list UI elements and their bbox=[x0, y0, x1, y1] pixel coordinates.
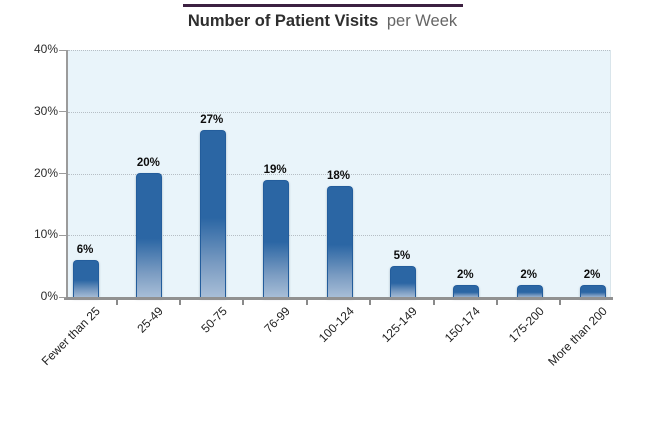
y-axis-tick bbox=[59, 234, 66, 236]
y-axis-tick bbox=[59, 173, 66, 174]
bar-value-label: 20% bbox=[136, 157, 160, 169]
bar-value-label: 2% bbox=[520, 269, 537, 281]
chart-title-main: Number of Patient Visits bbox=[187, 12, 379, 30]
gridline-20% bbox=[68, 173, 610, 175]
bar-value-label: 6% bbox=[76, 244, 94, 256]
bar-175-200 bbox=[516, 285, 543, 298]
y-axis-label: 30% bbox=[33, 103, 58, 118]
x-axis-tick bbox=[432, 300, 435, 305]
y-axis-tick bbox=[59, 111, 66, 113]
bar-76-99 bbox=[263, 180, 290, 298]
bar-More than 200 bbox=[580, 285, 606, 298]
y-axis-tick bbox=[59, 296, 66, 298]
chart-title-suffix: per Week bbox=[386, 12, 458, 30]
x-axis-tick bbox=[369, 300, 372, 305]
x-axis-tick bbox=[115, 300, 118, 305]
bar-value-label: 18% bbox=[326, 170, 351, 182]
y-axis-label: 0% bbox=[40, 289, 58, 303]
bar-125-149 bbox=[389, 266, 416, 298]
bar-value-label: 2% bbox=[456, 269, 474, 281]
y-axis-label: 20% bbox=[33, 165, 58, 180]
bar-100-124 bbox=[326, 186, 353, 298]
bar-value-label: 27% bbox=[200, 114, 224, 126]
bar-value-label: 2% bbox=[583, 269, 601, 281]
y-axis-label: 40% bbox=[33, 42, 58, 56]
x-axis-line bbox=[64, 297, 613, 300]
x-axis-tick bbox=[559, 300, 562, 305]
bar-value-label: 19% bbox=[263, 164, 287, 176]
bar-value-label: 5% bbox=[393, 250, 411, 262]
y-axis-line bbox=[66, 50, 68, 297]
x-axis-tick bbox=[305, 300, 308, 305]
bar-50-75 bbox=[199, 130, 226, 298]
bar-Fewer than 25 bbox=[73, 260, 99, 298]
x-axis-tick bbox=[495, 300, 498, 305]
x-axis-tick bbox=[242, 300, 245, 305]
y-axis-tick bbox=[59, 49, 66, 51]
title-rule bbox=[183, 4, 463, 7]
bar-25-49 bbox=[136, 173, 163, 298]
gridline-30% bbox=[68, 111, 610, 113]
x-axis-tick bbox=[179, 300, 182, 305]
chart-title: Number of Patient Visits per Week bbox=[0, 11, 645, 31]
y-axis-label: 10% bbox=[33, 227, 58, 242]
gridline-40% bbox=[68, 50, 610, 51]
bar-150-174 bbox=[453, 285, 480, 298]
